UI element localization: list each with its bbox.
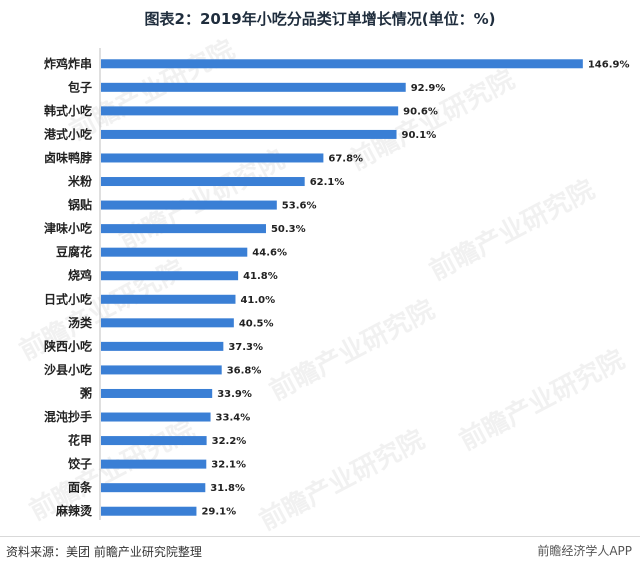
footer-divider — [0, 536, 640, 537]
category-label: 日式小吃 — [44, 291, 92, 306]
bar — [101, 82, 406, 92]
value-label: 41.0% — [240, 295, 275, 306]
corner-watermark: 前瞻经济学人APP — [537, 544, 632, 558]
bar — [101, 365, 222, 375]
category-label: 港式小吃 — [44, 126, 92, 141]
bar — [101, 271, 239, 281]
category-label: 豆腐花 — [56, 244, 92, 259]
value-label: 67.8% — [328, 153, 363, 164]
category-label: 饺子 — [68, 456, 92, 471]
bar — [101, 224, 266, 234]
bar — [101, 388, 213, 398]
category-label: 汤类 — [68, 315, 93, 330]
value-label: 90.6% — [403, 106, 438, 117]
value-label: 33.4% — [216, 413, 251, 424]
bar — [101, 436, 207, 446]
bar — [101, 459, 207, 469]
bar — [101, 318, 234, 328]
category-label: 炸鸡炸串 — [44, 56, 92, 71]
value-label: 90.1% — [402, 130, 437, 141]
value-label: 44.6% — [252, 248, 287, 259]
bar — [101, 59, 583, 69]
bar — [101, 294, 236, 304]
value-label: 29.1% — [201, 507, 236, 518]
category-label: 米粉 — [68, 174, 92, 189]
category-label: 混沌抄手 — [44, 409, 92, 424]
category-label: 麻辣烫 — [55, 503, 93, 518]
category-label: 锅贴 — [68, 197, 92, 212]
value-label: 41.8% — [243, 271, 278, 282]
category-label: 卤味鸭脖 — [44, 150, 92, 165]
category-label: 烧鸡 — [68, 268, 92, 283]
bar — [101, 341, 224, 351]
category-label: 花甲 — [68, 433, 92, 448]
category-label: 包子 — [67, 79, 92, 94]
category-label: 津味小吃 — [44, 221, 92, 236]
source-note: 资料来源：美团 前瞻产业研究院整理 — [6, 545, 202, 559]
value-label: 62.1% — [310, 177, 345, 188]
category-label: 粥 — [80, 385, 92, 400]
value-label: 146.9% — [588, 59, 630, 70]
category-label: 韩式小吃 — [44, 103, 92, 118]
value-label: 40.5% — [239, 318, 274, 329]
value-label: 32.2% — [212, 436, 247, 447]
bar — [101, 106, 399, 116]
bar-chart: 炸鸡炸串 146.9% 包子 92.9% 韩式小吃 90.6% 港式小吃 90.1% 卤味鸭脖 6… — [44, 48, 630, 520]
value-label: 37.3% — [228, 342, 263, 353]
value-label: 32.1% — [211, 460, 246, 471]
bar — [101, 200, 277, 210]
bar — [101, 506, 197, 516]
bar — [101, 483, 206, 493]
category-label: 沙县小吃 — [44, 362, 92, 377]
value-label: 36.8% — [227, 365, 262, 376]
value-label: 53.6% — [282, 201, 317, 212]
bar — [101, 412, 211, 422]
bar — [101, 177, 305, 187]
bar — [101, 129, 397, 139]
value-label: 33.9% — [217, 389, 252, 400]
value-label: 92.9% — [411, 83, 446, 94]
chart-title: 图表2：2019年小吃分品类订单增长情况(单位：%) — [144, 10, 496, 28]
bar — [101, 247, 248, 257]
category-label: 陕西小吃 — [44, 338, 92, 353]
value-label: 31.8% — [210, 483, 245, 494]
bar — [101, 153, 324, 163]
value-label: 50.3% — [271, 224, 306, 235]
category-label: 面条 — [68, 480, 93, 495]
